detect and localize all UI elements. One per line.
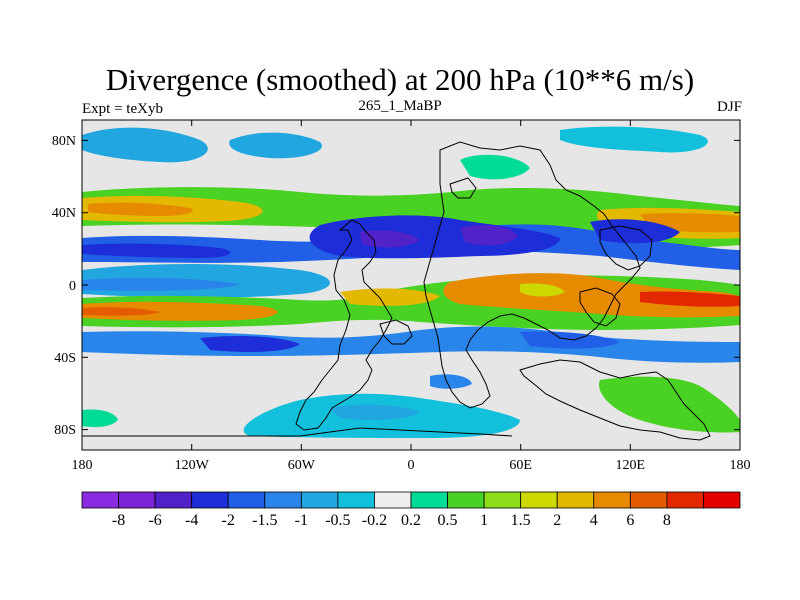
colorbar-label: 4 [590,512,598,529]
colorbar-label: -0.2 [362,512,387,529]
colorbar-label: 0.5 [438,512,458,529]
field-blob [430,374,472,389]
colorbar-swatch [337,491,375,509]
colorbar-label: 0.2 [401,512,421,529]
colorbar-swatch [81,491,119,509]
x-tick-label: 60E [509,458,532,473]
x-tick-label: 120W [175,458,210,473]
colorbar-labels: -8 -6 -4 -2 -1.5 -1 -0.5 -0.2 0.2 0.5 1 1.5 2 4 6 8 [112,512,671,529]
colorbar-swatch [154,491,193,509]
coastline-path [295,219,393,431]
colorbar-swatch [227,491,266,509]
divergence-field [82,120,740,450]
field-blob [640,291,740,307]
y-tick-label: 40N [52,206,76,221]
field-blob [229,132,322,159]
y-tick-labels: 80N 40N 0 40S 80S [52,134,76,438]
y-tick-label: 40S [54,351,76,366]
colorbar-label: 8 [663,512,671,529]
colorbar-label: -4 [185,512,198,529]
field-blob [200,336,300,352]
season-label: DJF [716,99,742,115]
colorbar-swatch [374,491,412,509]
field-blob [590,219,680,244]
coastline-path [379,319,413,345]
x-ticks [81,120,741,450]
field-blob [309,215,560,259]
field-blob [82,127,208,163]
colorbar-swatch [447,491,485,509]
coastline-path [519,359,711,441]
colorbar-swatch [191,491,229,509]
colorbar-swatch [300,491,339,509]
field-blob [340,288,440,306]
colorbar-swatch [264,491,302,509]
field-blob [460,154,530,180]
field-blob [460,225,518,246]
colorbar-swatch [520,491,558,509]
x-tick-label: 0 [408,458,415,473]
x-tick-label: 120E [616,458,646,473]
field-blob [443,273,740,318]
y-ticks [82,139,740,431]
field-blob [82,277,240,291]
colorbar-swatch [703,491,741,509]
colorbar-swatch [629,491,668,509]
colorbar-label: 1.5 [511,512,531,529]
colorbar-swatch [483,491,522,509]
x-tick-label: 60W [288,458,316,473]
colorbar-label: 1 [480,512,488,529]
field-blob [82,243,231,258]
colorbar-label: -8 [112,512,125,529]
field-blob [560,126,708,153]
field-blob [82,301,278,321]
field-blob [330,404,420,420]
x-tick-labels: 180 120W 60W 0 60E 120E 180 [72,458,751,473]
colorbar-label: -6 [148,512,161,529]
field-blob [82,307,160,316]
coastline-path [82,427,513,437]
field-blob [599,376,740,433]
colorbar-label: 2 [553,512,561,529]
coastlines [82,141,711,441]
field-blob [82,409,118,428]
field-blob [520,283,565,297]
coastline-path [449,177,477,199]
colorbar-label: -2 [222,512,235,529]
y-tick-label: 0 [69,279,76,294]
field-blob [520,331,620,349]
plot-title: Divergence (smoothed) at 200 hPa (10**6 … [105,62,695,97]
y-tick-label: 80N [52,134,76,149]
colorbar-label: -1 [295,512,308,529]
colorbar-swatch [556,491,595,509]
experiment-label: Expt = teXyb [82,101,163,117]
colorbar-swatch [118,491,156,509]
colorbar-label: -1.5 [252,512,277,529]
colorbar-label: 6 [626,512,634,529]
colorbar-swatch [593,491,631,509]
y-tick-label: 80S [54,423,76,438]
colorbar-swatch [410,491,448,509]
colorbar-label: -0.5 [325,512,350,529]
field-blob [88,202,194,216]
center-label: 265_1_MaBP [358,98,442,114]
x-tick-label: 180 [730,458,751,473]
coastline-path [579,287,621,327]
coastline-path [599,225,653,271]
colorbar [81,491,741,509]
colorbar-swatch [666,491,704,509]
x-tick-label: 180 [72,458,93,473]
coastline-path [423,141,641,409]
